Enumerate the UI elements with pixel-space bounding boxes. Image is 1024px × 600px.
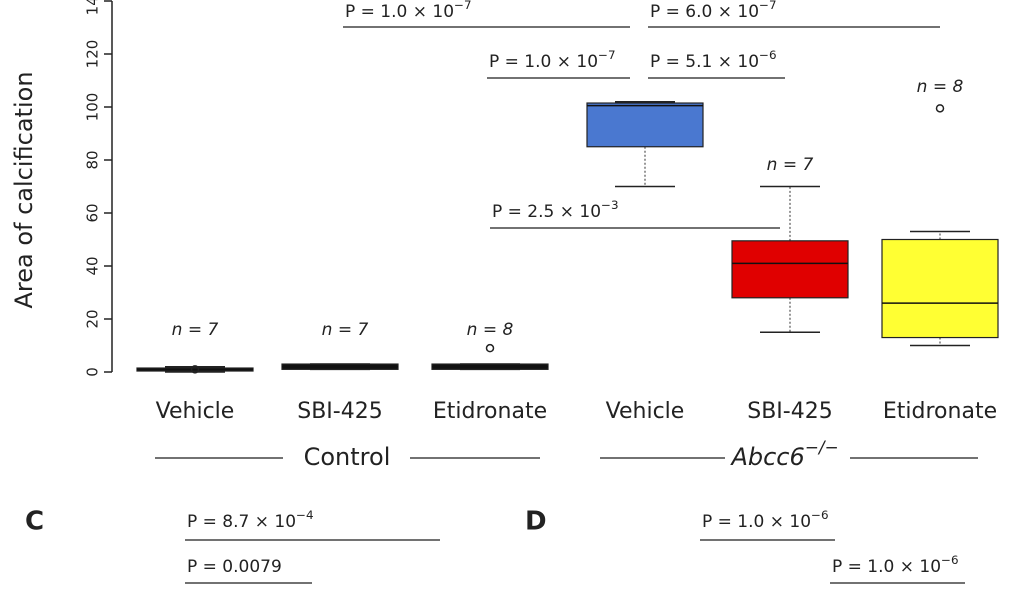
annotation: P = 6.0 × 10−7 [650, 0, 777, 22]
superscript: −4 [296, 508, 314, 522]
annotation-text: P = 2.5 × 10 [492, 202, 601, 222]
y-tick-label: 20 [84, 309, 102, 328]
outlier [935, 104, 945, 113]
superscript: −/− [805, 437, 839, 457]
outlier [485, 343, 495, 353]
y-tick-label: 40 [84, 256, 102, 275]
y-tick-label: 120 [84, 40, 102, 69]
annotation-text: P = 6.0 × 10 [650, 2, 759, 22]
superscript: −7 [759, 0, 777, 12]
annotation-text: P = 1.0 × 10 [345, 2, 454, 22]
superscript: −6 [941, 553, 959, 567]
annotation: P = 1.0 × 10−7 [345, 0, 472, 22]
y-tick-label: 60 [84, 203, 102, 222]
annotation: Abcc6−/− [729, 437, 838, 471]
x-tick-label: Etidronate [433, 399, 547, 424]
n-label: n = 8 [467, 320, 514, 340]
superscript: −3 [601, 198, 619, 212]
box [731, 240, 849, 299]
n-label: n = 8 [917, 77, 964, 97]
x-tick-label: Vehicle [606, 399, 685, 424]
y-axis-label: Area of calcification [10, 71, 38, 308]
box [881, 238, 999, 339]
annotation-text: P = 5.1 × 10 [650, 52, 759, 72]
annotation: P = 2.5 × 10−3 [492, 198, 619, 223]
annotation-text: P = 1.0 × 10 [832, 557, 941, 577]
y-tick-label: 140 [84, 0, 102, 15]
annotation: P = 8.7 × 10−4 [187, 508, 314, 533]
annotation: P = 5.1 × 10−6 [650, 48, 777, 73]
n-label: n = 7 [767, 155, 814, 175]
box [586, 102, 704, 148]
x-tick-label: Etidronate [883, 399, 997, 424]
outlier [190, 365, 200, 374]
superscript: −6 [811, 508, 829, 522]
annotation-text: Abcc6 [729, 443, 804, 471]
annotation: Control [304, 443, 391, 471]
n-label: n = 7 [322, 320, 369, 340]
annotation: P = 1.0 × 10−6 [702, 508, 829, 533]
annotation: P = 1.0 × 10−7 [489, 48, 616, 73]
x-tick-label: SBI-425 [747, 399, 832, 424]
y-tick-label: 0 [84, 367, 102, 377]
annotation-text: P = 1.0 × 10 [489, 52, 598, 72]
annotation-text: P = 8.7 × 10 [187, 512, 296, 532]
x-tick-label: Vehicle [156, 399, 235, 424]
annotation-text: Control [304, 443, 391, 471]
annotation-text: P = 1.0 × 10 [702, 512, 811, 532]
annotation-text: P = 0.0079 [187, 557, 282, 577]
y-tick-label: 100 [84, 93, 102, 122]
annotation: P = 0.0079 [187, 557, 282, 577]
n-label: n = 7 [172, 320, 219, 340]
panel-label: D [525, 507, 547, 537]
annotation: P = 1.0 × 10−6 [832, 553, 959, 578]
superscript: −6 [759, 48, 777, 62]
superscript: −7 [598, 48, 616, 62]
x-tick-label: SBI-425 [297, 399, 382, 424]
y-tick-label: 80 [84, 150, 102, 169]
superscript: −7 [454, 0, 472, 12]
panel-label: C [25, 507, 44, 537]
